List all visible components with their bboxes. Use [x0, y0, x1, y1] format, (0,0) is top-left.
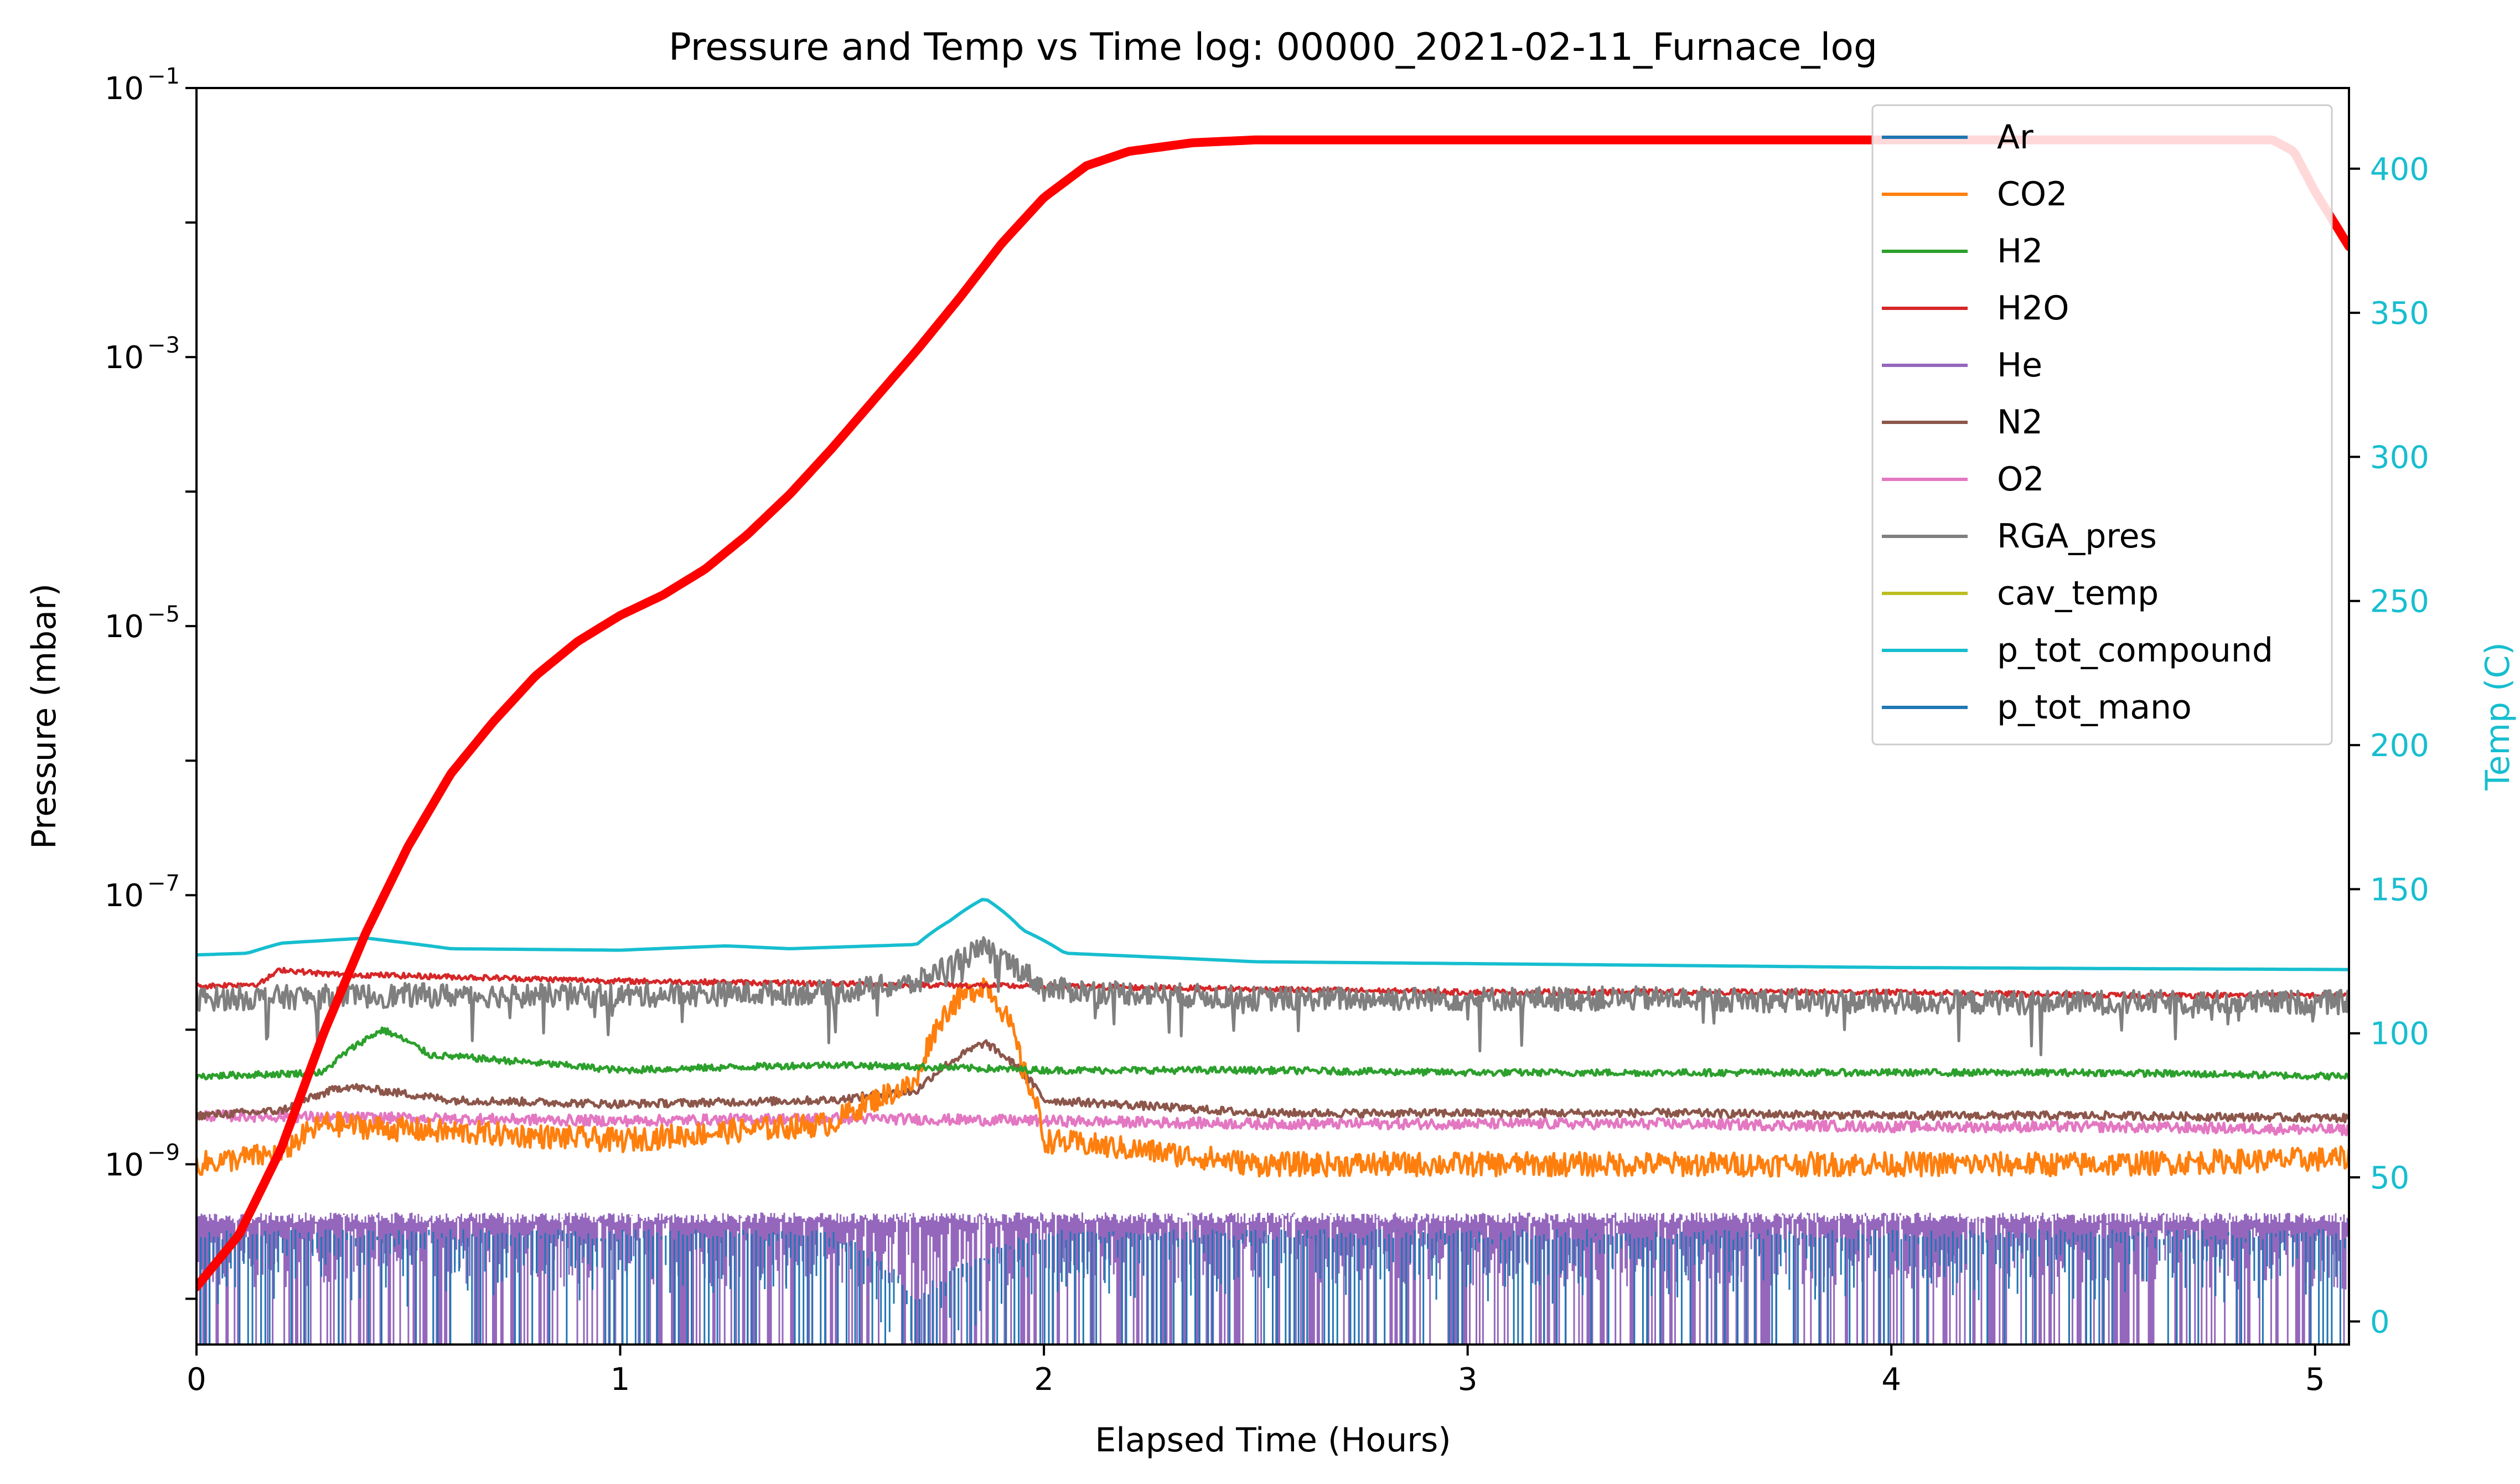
legend-label-ar: Ar: [1997, 118, 2033, 157]
x-tick-label: 3: [1458, 1362, 1478, 1398]
right-tick-label: 0: [2370, 1304, 2390, 1340]
co2-trace: [196, 977, 2349, 1178]
right-tick-label: 350: [2370, 296, 2429, 332]
left-tick-exponent: −1: [147, 64, 180, 89]
right-tick-label: 200: [2370, 728, 2429, 764]
series-co2-line: [196, 977, 2349, 1178]
left-tick-label: 10: [105, 71, 144, 107]
rga-pres-trace: [196, 936, 2349, 1057]
series-p-tot-compound-line: [196, 898, 2349, 971]
legend-label-n2: N2: [1997, 403, 2043, 442]
right-tick-label: 400: [2370, 152, 2429, 188]
plot-frame: [195, 87, 2350, 1346]
left-tick-label: 10: [105, 609, 144, 645]
legend-box: [1871, 104, 2333, 746]
left-tick-label: 10: [105, 340, 144, 376]
h2-trace: [196, 1026, 2349, 1081]
left-tick-exponent: −3: [147, 333, 180, 358]
right-tick-label: 300: [2370, 439, 2429, 475]
series-o2-line: [196, 1109, 2349, 1136]
chart-title: Pressure and Temp vs Time log: 00000_202…: [669, 25, 1877, 69]
left-tick-exponent: −5: [147, 602, 180, 627]
x-axis-label: Elapsed Time (Hours): [1095, 1421, 1451, 1460]
left-tick-label: 10: [105, 878, 144, 914]
right-tick-label: 250: [2370, 584, 2429, 620]
series-rga-pres-line: [196, 936, 2349, 1057]
left-tick-label: 10: [105, 1147, 144, 1183]
left-axis-label: Pressure (mbar): [25, 583, 64, 849]
legend-label-h2: H2: [1997, 232, 2043, 271]
series-h2-line: [196, 1026, 2349, 1081]
x-tick-label: 0: [187, 1362, 206, 1398]
legend-label-h2o: H2O: [1997, 289, 2069, 328]
legend: Ar CO2 H2 H2O He N2 O2 RGA_pres cav_temp p_tot_co…: [1871, 104, 2333, 746]
x-tick-label: 2: [1034, 1362, 1054, 1398]
right-tick-label: 50: [2370, 1160, 2409, 1196]
legend-label-o2: O2: [1997, 460, 2044, 499]
right-axis-label: Temp (C): [2478, 642, 2517, 791]
left-tick-exponent: −7: [147, 871, 180, 896]
x-tick-label: 1: [610, 1362, 630, 1398]
legend-label-p-tot-mano: p_tot_mano: [1997, 688, 2192, 727]
x-tick-label: 5: [2305, 1362, 2325, 1398]
ar-trace: [196, 1229, 2349, 1345]
right-tick-label: 100: [2370, 1016, 2429, 1052]
right-tick-label: 150: [2370, 872, 2429, 908]
legend-label-co2: CO2: [1997, 175, 2067, 214]
o2-trace: [196, 1109, 2349, 1136]
legend-label-he: He: [1997, 346, 2042, 385]
series-n2-line: [196, 1039, 2349, 1124]
left-tick-exponent: −9: [147, 1140, 180, 1165]
legend-label-p-tot-compound: p_tot_compound: [1997, 631, 2273, 670]
axis-layer: 0 1 2 3 4 510−910−710−510−310 −105010015020025…: [105, 64, 2429, 1398]
series-ar-line: [196, 1229, 2349, 1345]
n2-trace: [196, 1039, 2349, 1124]
x-tick-label: 4: [1881, 1362, 1901, 1398]
legend-label-cav-temp: cav_temp: [1997, 574, 2159, 613]
p-tot-compound-trace: [196, 898, 2349, 971]
legend-label-rga-pres: RGA_pres: [1997, 517, 2157, 556]
